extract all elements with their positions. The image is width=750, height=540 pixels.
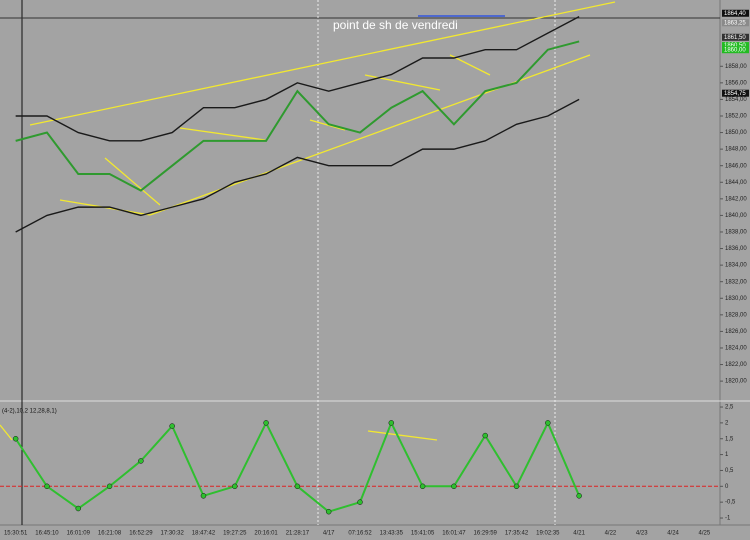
point (138, 458, 144, 464)
point (451, 483, 457, 490)
y-tick-label: 1844,00 (725, 180, 747, 186)
x-tick-label: 18:47:42 (192, 531, 216, 537)
price-tag-label: 1860,00 (724, 47, 746, 53)
trendline (449, 54, 491, 76)
x-tick-label: 4/17 (323, 531, 335, 537)
y-tick-label: 1842,00 (725, 196, 747, 202)
y-tick-label: 1850,00 (725, 130, 747, 136)
point (388, 420, 395, 426)
point (545, 420, 551, 426)
series-line (15, 40, 580, 192)
series-line (15, 98, 580, 233)
x-tick-label: 4/25 (699, 531, 711, 537)
y-tick-label: 1 (725, 452, 729, 458)
price-tag (722, 19, 749, 27)
x-tick-label: 19:27:25 (223, 531, 247, 537)
x-tick-label: 16:52:29 (129, 531, 153, 537)
x-tick-label: 07:16:52 (348, 531, 372, 537)
price-tag-label: 1854,75 (724, 91, 746, 97)
y-tick-label: 0,5 (725, 468, 734, 474)
point (294, 483, 301, 490)
indicator-title: (4-2),10,2 12,28,8,1) (2, 409, 57, 415)
trendlines (0, 1, 616, 441)
point (419, 483, 426, 490)
x-tick-label: 16:21:08 (98, 531, 122, 537)
x-tick-label: 16:01:47 (442, 531, 466, 537)
point (513, 483, 520, 490)
y-tick-label: 2,5 (725, 405, 734, 411)
trendline (309, 119, 346, 131)
y-tick-label: 1832,00 (725, 279, 747, 285)
point (200, 493, 207, 499)
y-tick-label: 1856,00 (725, 80, 747, 86)
y-tick-label: 1826,00 (725, 329, 747, 335)
point (12, 435, 19, 442)
x-tick-label: 13:43:35 (380, 531, 404, 537)
y-tick-label: 1846,00 (725, 163, 747, 169)
price-tag-label: 1863,25 (724, 20, 746, 26)
x-tick-label: 15:30:51 (4, 531, 28, 537)
x-tick-label: 19:02:35 (536, 531, 560, 537)
trendline (367, 430, 438, 441)
y-tick-label: -1 (725, 516, 731, 522)
x-tick-label: 4/24 (667, 531, 679, 537)
point (325, 508, 332, 515)
point (75, 505, 82, 512)
x-tick-label: 16:45:10 (35, 531, 59, 537)
y-tick-label: -0,5 (725, 500, 736, 506)
y-tick-label: 1836,00 (725, 246, 747, 252)
price-tag (722, 9, 749, 17)
x-tick-label: 4/23 (636, 531, 648, 537)
trendline (104, 157, 161, 206)
x-tick-label: 17:35:42 (505, 531, 529, 537)
y-tick-label: 1834,00 (725, 263, 747, 269)
point (44, 483, 50, 490)
x-tick-label: 21:28:17 (286, 531, 310, 537)
price-tag (722, 46, 749, 54)
series-line (15, 15, 580, 142)
price-tag (722, 42, 749, 50)
y-tick-label: 1830,00 (725, 296, 747, 302)
x-tick-label: 20:16:01 (254, 531, 278, 537)
y-tick-label: 1852,00 (725, 114, 747, 120)
y-tick-label: 1854,00 (725, 97, 747, 103)
y-tick-label: 1824,00 (725, 346, 747, 352)
x-tick-label: 4/21 (573, 531, 585, 537)
point (263, 420, 269, 426)
x-tick-label: 16:01:09 (67, 531, 91, 537)
trendline (179, 127, 266, 141)
x-tick-label: 16:29:59 (474, 531, 498, 537)
y-tick-label: 1822,00 (725, 362, 747, 368)
price-tag (722, 89, 749, 97)
point (576, 493, 582, 499)
annotation: point de sh de vendredi (333, 18, 458, 32)
y-tick-label: 2 (725, 420, 729, 426)
x-tick-label: 17:30:32 (160, 531, 184, 537)
trendline (0, 424, 13, 441)
point (357, 499, 363, 505)
y-tick-label: 0 (725, 484, 729, 490)
y-tick-label: 1838,00 (725, 230, 747, 236)
price-tag-label: 1861,50 (724, 35, 746, 41)
x-tick-label: 4/22 (605, 531, 617, 537)
price-tag (722, 33, 749, 41)
point (106, 483, 113, 490)
y-tick-label: 1820,00 (725, 379, 747, 385)
price-tag-label: 1864,40 (724, 11, 746, 17)
y-tick-label: 1858,00 (725, 64, 747, 70)
y-tick-label: 1828,00 (725, 312, 747, 318)
point (232, 483, 238, 490)
y-tick-label: 1848,00 (725, 147, 747, 153)
point (169, 423, 175, 429)
point (482, 432, 488, 439)
price-tag-label: 1860,50 (724, 43, 746, 49)
trendline (29, 1, 616, 126)
y-tick-label: 1,5 (725, 436, 734, 442)
y-tick-label: 1840,00 (725, 213, 747, 219)
x-tick-label: 15:41:05 (411, 531, 435, 537)
